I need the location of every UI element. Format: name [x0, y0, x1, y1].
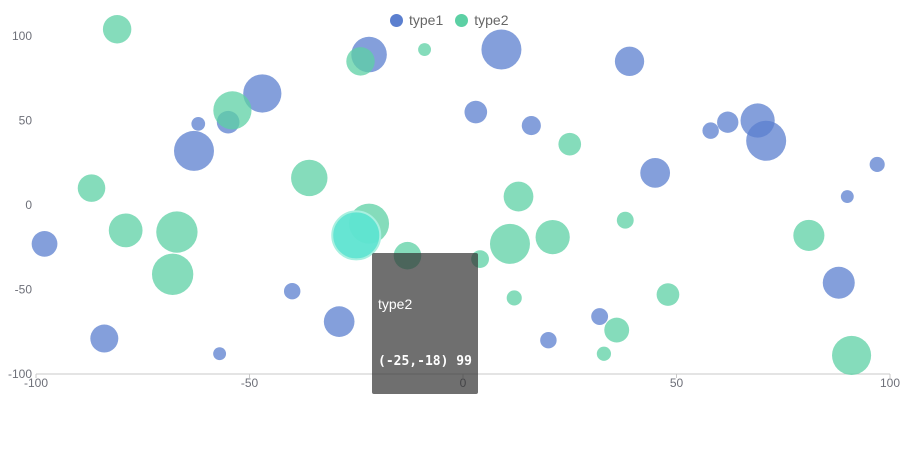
bubble-type1[interactable]	[191, 116, 206, 131]
legend-label-type2: type2	[474, 12, 509, 28]
x-tick-label: 50	[670, 376, 684, 390]
legend-item-type2[interactable]: type2	[455, 12, 509, 28]
bubble-type2[interactable]	[151, 253, 194, 295]
tooltip: type2 (-25,-18) 99	[372, 253, 478, 394]
highlighted-bubble[interactable]	[331, 210, 382, 261]
bubble-type2[interactable]	[506, 290, 522, 306]
bubble-type2[interactable]	[616, 211, 634, 229]
y-tick-label: -100	[8, 367, 32, 381]
x-tick-label: -50	[241, 376, 259, 390]
legend: type1 type2	[390, 12, 509, 28]
bubble-type1[interactable]	[521, 116, 541, 136]
y-tick-label: 100	[12, 29, 32, 43]
bubble-type1[interactable]	[243, 74, 282, 113]
bubble-type1[interactable]	[173, 130, 214, 171]
bubble-type1[interactable]	[323, 306, 355, 337]
tooltip-value: (-25,-18) 99	[378, 354, 472, 369]
bubble-type2[interactable]	[596, 346, 612, 361]
bubble-type1[interactable]	[90, 324, 119, 353]
bubble-type1[interactable]	[481, 29, 522, 70]
bubble-type2[interactable]	[535, 219, 570, 255]
bubble-type1[interactable]	[591, 308, 609, 325]
bubble-type1[interactable]	[464, 100, 488, 124]
bubble-type1[interactable]	[213, 347, 227, 361]
legend-swatch-type1	[390, 13, 403, 27]
y-tick-label: 50	[19, 114, 33, 128]
bubble-type1[interactable]	[614, 46, 645, 77]
bubble-type2[interactable]	[77, 174, 106, 202]
bubble-type2[interactable]	[346, 47, 375, 76]
bubble-type2[interactable]	[503, 181, 534, 212]
bubble-type2[interactable]	[418, 43, 432, 56]
bubble-type1[interactable]	[840, 190, 854, 203]
bubble-type1[interactable]	[822, 266, 855, 299]
legend-swatch-type2	[455, 13, 469, 27]
bubble-type2[interactable]	[558, 132, 582, 156]
legend-label-type1: type1	[409, 12, 444, 28]
bubble-type2[interactable]	[108, 213, 143, 248]
highlight-layer	[331, 210, 382, 261]
bubble-type2[interactable]	[102, 15, 132, 44]
bubble-type1[interactable]	[702, 122, 719, 139]
legend-item-type1[interactable]: type1	[390, 12, 443, 28]
bubble-type1[interactable]	[869, 156, 885, 172]
bubble-type1[interactable]	[283, 282, 301, 300]
bubble-type2[interactable]	[793, 219, 825, 251]
bubble-type1[interactable]	[640, 158, 671, 188]
bubble-type1[interactable]	[746, 120, 787, 161]
bubble-type1[interactable]	[717, 111, 739, 133]
bubble-type2[interactable]	[656, 283, 680, 306]
bubble-type2[interactable]	[489, 223, 530, 264]
bubble-type2[interactable]	[291, 159, 328, 197]
x-tick-label: -100	[24, 376, 48, 390]
x-tick-label: 100	[880, 376, 900, 390]
y-tick-label: -50	[15, 283, 33, 297]
bubble-type2[interactable]	[156, 211, 198, 253]
bubble-type1[interactable]	[31, 230, 58, 257]
bubble-type2[interactable]	[604, 317, 630, 343]
tooltip-series: type2	[378, 296, 413, 312]
bubble-type2[interactable]	[832, 335, 872, 375]
bubble-type2[interactable]	[213, 91, 252, 130]
bubble-type1[interactable]	[540, 331, 557, 349]
y-tick-label: 0	[25, 198, 32, 212]
